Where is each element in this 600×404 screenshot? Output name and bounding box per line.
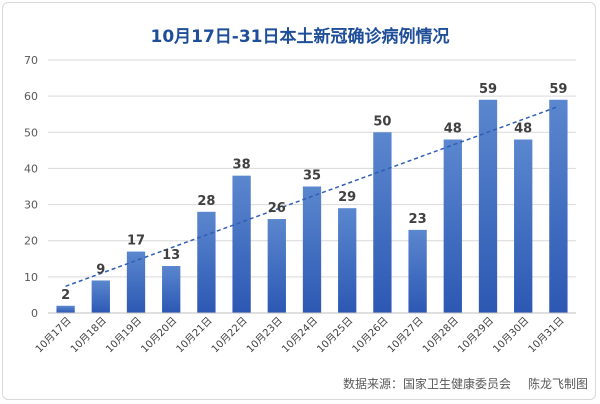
bar — [514, 139, 533, 313]
y-tick-label: 20 — [24, 235, 38, 248]
y-tick-label: 60 — [24, 90, 38, 103]
x-tick-label: 10月30日 — [491, 315, 532, 356]
x-tick-label: 10月23日 — [244, 315, 285, 356]
y-tick-label: 0 — [31, 307, 38, 320]
y-tick-label: 70 — [24, 54, 38, 67]
value-label: 35 — [303, 169, 321, 184]
bars — [56, 99, 568, 313]
bar — [443, 139, 462, 313]
trend-line — [65, 105, 559, 287]
value-label: 9 — [96, 262, 105, 277]
x-tick-label: 10月18日 — [68, 315, 109, 356]
bar — [91, 280, 110, 313]
bar — [197, 211, 216, 313]
value-label: 23 — [409, 212, 427, 227]
bar — [126, 251, 146, 313]
value-label: 28 — [197, 194, 215, 209]
bar — [373, 132, 392, 313]
bar — [232, 175, 251, 313]
x-tick-label: 10月29日 — [455, 315, 496, 356]
y-tick-label: 30 — [24, 199, 38, 212]
y-tick-label: 10 — [24, 271, 38, 284]
y-axis-ticks: 0 10 20 30 40 50 60 70 — [24, 54, 38, 320]
chart-title: 10月17日-31日本土新冠确诊病例情况 — [150, 26, 449, 47]
bar — [56, 305, 75, 313]
value-label: 2 — [61, 288, 70, 303]
value-label: 59 — [549, 82, 567, 97]
value-label: 29 — [338, 190, 356, 205]
y-tick-label: 40 — [24, 162, 38, 175]
source-note: 数据来源：国家卫生健康委员会 — [343, 376, 511, 391]
x-tick-label: 10月20日 — [139, 315, 180, 356]
bar — [267, 219, 286, 313]
x-tick-label: 10月26日 — [350, 315, 391, 356]
bar — [478, 99, 498, 313]
x-axis-labels: 10月17日10月18日10月19日10月20日10月21日10月22日10月2… — [33, 315, 566, 356]
x-tick-label: 10月24日 — [279, 315, 320, 356]
x-tick-label: 10月31日 — [526, 315, 567, 356]
bar — [302, 186, 322, 313]
credit-note: 陈龙飞制图 — [528, 376, 588, 391]
value-label: 48 — [514, 122, 532, 137]
value-label: 38 — [233, 158, 251, 173]
x-tick-label: 10月17日 — [33, 315, 74, 356]
x-tick-label: 10月27日 — [385, 315, 426, 356]
value-label: 50 — [373, 114, 391, 129]
chart-frame — [2, 2, 596, 400]
value-label: 59 — [479, 82, 497, 97]
x-tick-label: 10月19日 — [103, 315, 144, 356]
x-tick-label: 10月28日 — [420, 315, 461, 356]
bar — [338, 208, 357, 313]
bar — [408, 229, 427, 313]
y-tick-label: 50 — [24, 126, 38, 139]
value-label: 26 — [268, 201, 286, 216]
bar — [162, 266, 181, 313]
value-label: 13 — [162, 248, 180, 263]
bar — [549, 99, 568, 313]
trendline — [65, 105, 559, 287]
value-label: 17 — [127, 234, 145, 249]
x-tick-label: 10月22日 — [209, 315, 250, 356]
x-tick-label: 10月21日 — [174, 315, 215, 356]
x-tick-label: 10月25日 — [315, 315, 356, 356]
value-label: 48 — [444, 122, 462, 137]
